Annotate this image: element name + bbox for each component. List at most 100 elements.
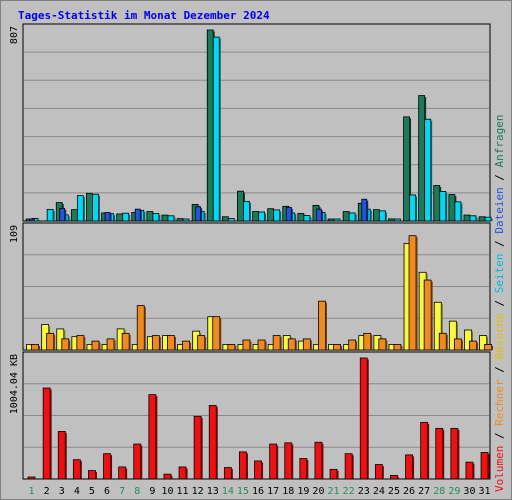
bar-anfragen-25 bbox=[388, 218, 395, 222]
bar-shadow bbox=[446, 334, 448, 350]
bar-shadow bbox=[68, 216, 70, 221]
bar-shadow bbox=[280, 337, 282, 350]
bar-shadow bbox=[400, 220, 402, 221]
bar-anfragen-9 bbox=[146, 211, 154, 222]
bar-volumen-29 bbox=[450, 427, 459, 480]
bar-anfragen-11 bbox=[176, 218, 184, 222]
x-tick-label: 24 bbox=[373, 486, 385, 497]
bar-shadow bbox=[249, 202, 251, 221]
bar-rechner-25 bbox=[393, 344, 402, 351]
bar-seiten-15 bbox=[243, 200, 250, 222]
bar-anfragen-27 bbox=[418, 95, 426, 222]
bar-volumen-26 bbox=[405, 454, 413, 480]
legend-item-besuche: Besuche bbox=[493, 313, 506, 359]
bar-shadow bbox=[129, 334, 131, 350]
bar-seiten-17 bbox=[273, 209, 281, 222]
bar-anfragen-16 bbox=[252, 211, 259, 222]
bar-shadow bbox=[488, 453, 490, 479]
x-tick-label: 4 bbox=[74, 486, 80, 497]
y-max-label: 109 bbox=[9, 225, 20, 243]
bar-volumen-27 bbox=[420, 421, 429, 480]
bar-volumen-21 bbox=[329, 468, 338, 480]
bar-shadow bbox=[486, 337, 489, 350]
bar-shadow bbox=[35, 478, 37, 479]
bar-rechner-15 bbox=[242, 339, 251, 351]
bar-shadow bbox=[355, 341, 358, 350]
x-tick-label: 23 bbox=[358, 486, 370, 497]
bar-shadow bbox=[204, 213, 206, 221]
bar-dateien-6 bbox=[104, 212, 111, 222]
bar-anfragen-10 bbox=[161, 214, 169, 222]
bar-shadow bbox=[461, 340, 463, 350]
bar-rechner-28 bbox=[438, 332, 447, 351]
x-tick-label: 2 bbox=[44, 486, 50, 497]
bar-seiten-28 bbox=[439, 191, 447, 222]
bar-volumen-18 bbox=[284, 442, 293, 480]
bar-seiten-14 bbox=[227, 218, 235, 222]
bar-volumen-2 bbox=[42, 387, 51, 480]
x-tick-label: 26 bbox=[403, 486, 415, 497]
bar-anfragen-26 bbox=[403, 116, 410, 222]
bar-shadow bbox=[38, 219, 40, 221]
bar-rechner-17 bbox=[272, 335, 281, 351]
bar-shadow bbox=[385, 340, 388, 350]
bar-dateien-1 bbox=[29, 218, 35, 222]
bar-shadow bbox=[68, 340, 71, 350]
bar-shadow bbox=[427, 423, 430, 479]
bar-shadow bbox=[53, 334, 56, 350]
bar-shadow bbox=[231, 469, 233, 479]
bar-volumen-14 bbox=[223, 467, 232, 480]
bar-volumen-12 bbox=[193, 415, 202, 480]
bar-dateien-12 bbox=[195, 206, 202, 222]
bar-seiten-24 bbox=[378, 210, 386, 222]
x-tick-label: 15 bbox=[237, 486, 249, 497]
bar-seiten-5 bbox=[92, 193, 99, 222]
bar-shadow bbox=[340, 220, 342, 221]
x-tick-label: 1 bbox=[29, 486, 35, 497]
x-tick-label: 19 bbox=[297, 486, 309, 497]
bar-shadow bbox=[64, 209, 67, 221]
bar-shadow bbox=[155, 396, 158, 479]
bar-shadow bbox=[204, 337, 207, 350]
legend-separator: / bbox=[493, 234, 506, 254]
legend-item-rechner: Rechner bbox=[493, 379, 506, 426]
bar-dateien-8 bbox=[134, 208, 141, 222]
bar-shadow bbox=[144, 307, 146, 350]
bar-shadow bbox=[110, 455, 113, 479]
bar-anfragen-4 bbox=[70, 209, 78, 222]
bar-shadow bbox=[80, 461, 82, 479]
bar-shadow bbox=[50, 389, 52, 479]
bar-shadow bbox=[279, 211, 282, 221]
bar-rechner-8 bbox=[136, 305, 145, 351]
bar-anfragen-15 bbox=[237, 190, 244, 222]
x-tick-label: 25 bbox=[388, 486, 400, 497]
x-tick-label: 9 bbox=[149, 486, 155, 497]
bar-shadow bbox=[324, 213, 327, 221]
bar-volumen-6 bbox=[103, 453, 111, 480]
bar-shadow bbox=[234, 345, 237, 350]
x-tick-label: 16 bbox=[252, 486, 264, 497]
bar-seiten-29 bbox=[454, 201, 462, 222]
y-max-label: 1004.04 KB bbox=[9, 354, 20, 414]
x-tick-label: 27 bbox=[418, 486, 430, 497]
bar-shadow bbox=[291, 444, 294, 479]
bar-rechner-9 bbox=[151, 335, 160, 351]
bar-volumen-9 bbox=[148, 394, 157, 480]
bar-shadow bbox=[445, 192, 448, 221]
bar-rechner-2 bbox=[46, 332, 55, 351]
bar-shadow bbox=[476, 342, 478, 350]
bar-shadow bbox=[457, 429, 460, 479]
bar-volumen-22 bbox=[344, 453, 353, 480]
bar-shadow bbox=[159, 337, 161, 350]
bar-shadow bbox=[95, 472, 97, 479]
bar-rechner-31 bbox=[484, 344, 492, 351]
legend-separator: / bbox=[493, 293, 506, 313]
bar-rechner-3 bbox=[61, 338, 70, 351]
bar-rechner-14 bbox=[227, 344, 236, 351]
bar-volumen-24 bbox=[374, 464, 383, 480]
bar-dateien-3 bbox=[59, 208, 66, 222]
bar-volumen-23 bbox=[359, 357, 368, 480]
bar-seiten-2 bbox=[46, 209, 54, 222]
